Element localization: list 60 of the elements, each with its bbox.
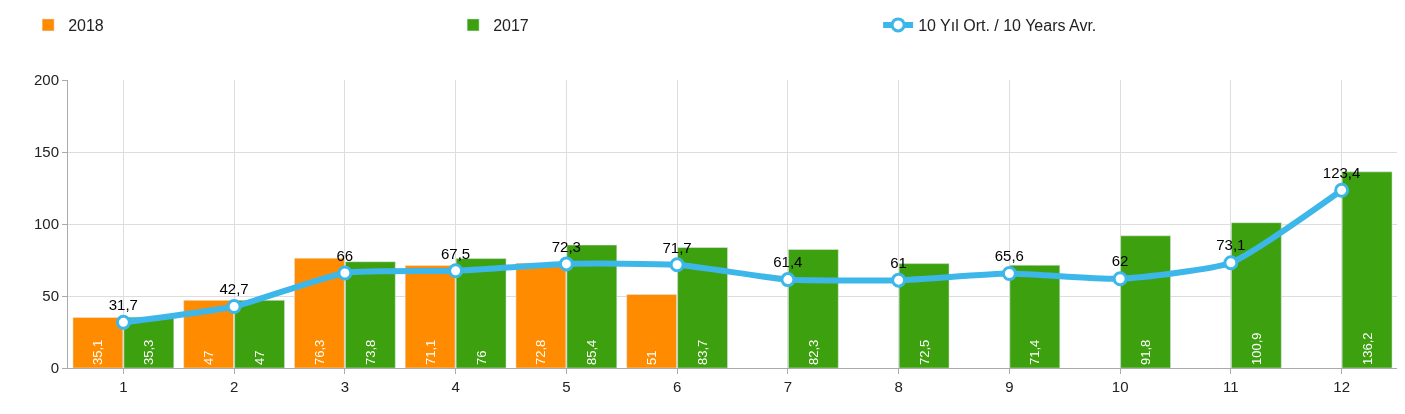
data-label: 47 [201,350,217,365]
data-label: 67,5 [441,244,471,262]
point [1334,182,1350,198]
data-label: 123,4 [1322,164,1361,182]
point [669,257,685,273]
x-tick-label: 12 [1333,378,1350,395]
point [1001,266,1017,282]
legend-label: 10 Yıl Ort. / 10 Years Avr. [918,17,1097,35]
y-tick-label: 100 [33,215,59,233]
point [1112,271,1128,287]
data-label: 136,2 [1359,332,1375,365]
data-label: 72,5 [916,339,932,365]
data-label: 61 [890,253,907,271]
data-label: 83,7 [695,339,711,365]
point [891,272,907,288]
x-tick-label: 5 [562,378,571,395]
data-label: 71,7 [662,238,692,256]
data-label: 65,6 [994,247,1024,265]
bar [1009,264,1061,368]
data-label: 35,3 [141,339,157,365]
data-label: 72,8 [533,339,549,365]
data-label: 42,7 [219,280,249,298]
data-label: 71,4 [1027,339,1043,365]
point [1223,255,1239,271]
x-tick-label: 1 [119,378,128,395]
x-tick-label: 2 [229,378,239,395]
legend-label: 2018 [68,17,104,35]
x-tick-label: 10 [1111,378,1129,395]
data-label: 100,9 [1248,332,1264,365]
y-tick-label: 50 [42,287,59,305]
data-label: 51 [644,350,660,365]
x-tick-label: 8 [894,378,903,395]
point [448,263,464,279]
y-tick-label: 0 [50,359,59,377]
legend-label: 2017 [493,17,529,35]
x-tick-label: 4 [451,378,460,395]
point [115,314,131,330]
data-label: 85,4 [584,339,600,365]
data-label: 47 [252,350,268,365]
data-label: 76 [473,350,489,365]
data-label: 91,8 [1138,339,1154,365]
point [780,272,796,288]
data-label: 73,8 [362,339,378,365]
point [226,299,242,314]
y-tick-label: 200 [33,71,59,89]
x-tick-label: 6 [672,378,682,395]
data-label: 76,3 [311,339,327,365]
data-label: 71,1 [422,339,438,365]
y-tick-label: 150 [33,143,59,161]
data-label: 31,7 [108,296,138,314]
point [558,256,574,272]
x-tick-label: 9 [1005,378,1014,395]
data-label: 72,3 [551,237,581,255]
data-label: 66 [336,246,354,264]
x-tick-label: 7 [783,378,793,395]
data-label: 82,3 [805,339,821,365]
data-label: 35,1 [90,339,106,365]
x-tick-label: 3 [340,378,350,395]
x-tick-label: 11 [1223,378,1239,395]
point [337,265,353,281]
